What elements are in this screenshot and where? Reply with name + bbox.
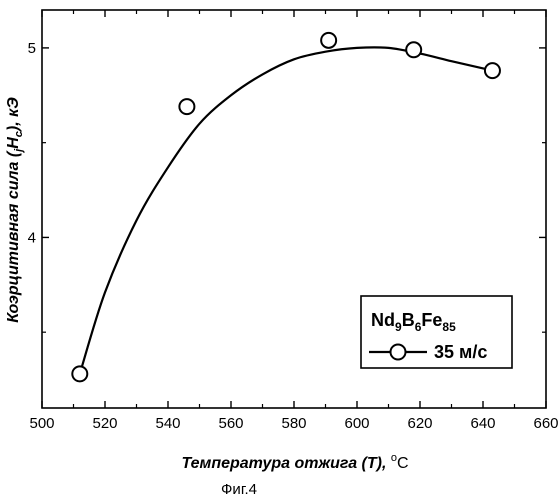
x-tick-label: 540 bbox=[155, 415, 180, 432]
data-point-marker bbox=[72, 366, 87, 381]
y-tick-label: 4 bbox=[28, 229, 36, 246]
x-tick-label: 660 bbox=[533, 415, 558, 432]
x-tick-label: 600 bbox=[344, 415, 369, 432]
data-point-marker bbox=[179, 99, 194, 114]
x-axis-title: Температура отжига (T), oC bbox=[181, 452, 408, 472]
x-tick-label: 500 bbox=[29, 415, 54, 432]
figure-caption: Фиг.4 bbox=[221, 481, 257, 498]
data-point-marker bbox=[321, 33, 336, 48]
x-tick-label: 640 bbox=[470, 415, 495, 432]
legend-marker-sample bbox=[391, 345, 406, 360]
y-tick-label: 5 bbox=[28, 40, 36, 57]
x-tick-label: 560 bbox=[218, 415, 243, 432]
legend-entry-label: 35 м/с bbox=[434, 342, 487, 362]
data-point-marker bbox=[485, 63, 500, 78]
x-tick-label: 620 bbox=[407, 415, 432, 432]
y-axis-title: Коэрцитивная сила (jHc), кЭ bbox=[5, 97, 25, 323]
x-tick-label: 520 bbox=[92, 415, 117, 432]
legend: Nd9B6Fe85 35 м/с bbox=[361, 296, 512, 368]
x-tick-label: 580 bbox=[281, 415, 306, 432]
data-point-marker bbox=[406, 42, 421, 57]
